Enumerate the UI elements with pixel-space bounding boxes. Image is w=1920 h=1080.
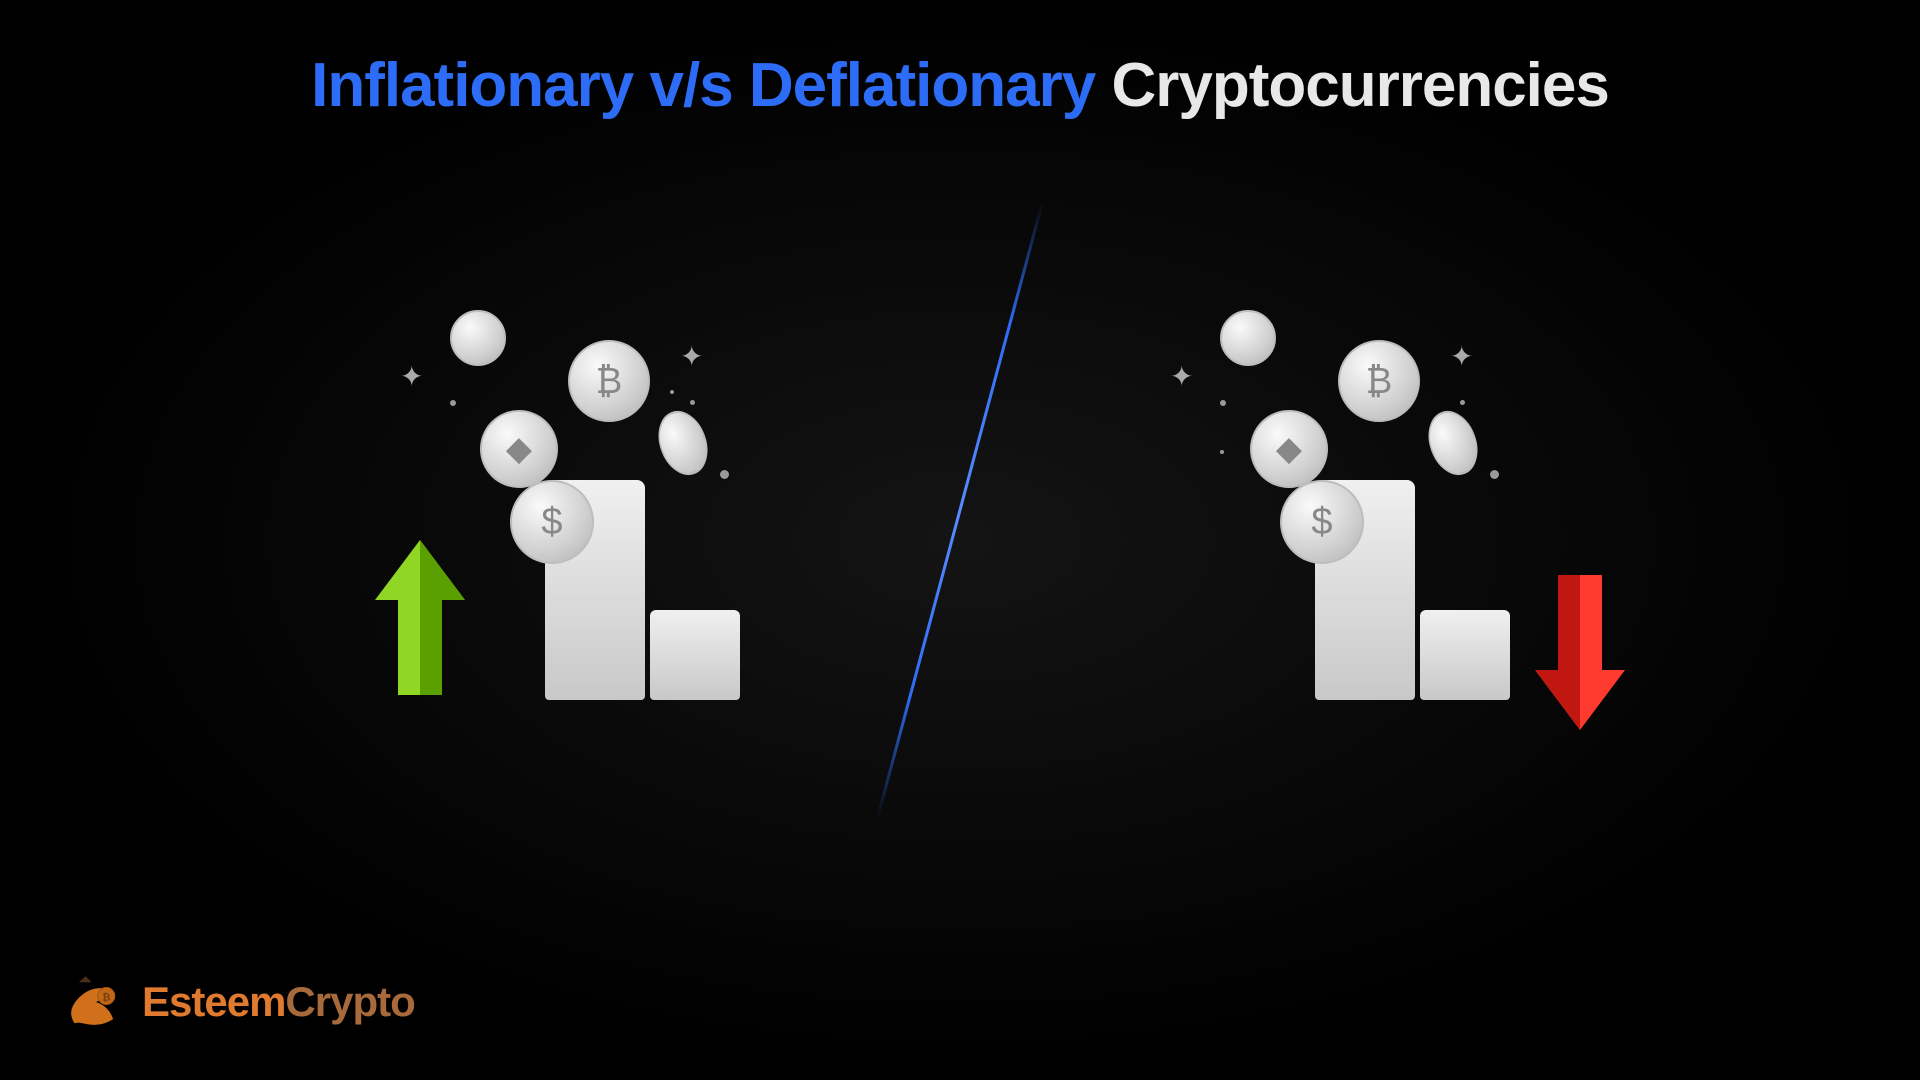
dot-icon [1220,450,1224,454]
coin-tilt-icon [1420,404,1486,482]
dot-icon [1490,470,1499,479]
dot-icon [1460,400,1465,405]
coin-tilt-icon [650,404,716,482]
dot-icon [720,470,729,479]
dot-icon [690,400,695,405]
coin-dollar-icon: $ [1280,480,1364,564]
coin-float-icon [1220,310,1276,366]
sparkle-icon: ✦ [1170,360,1193,393]
arrow-up-icon [370,540,470,710]
coin-bitcoin-icon: ₿ [568,340,650,422]
logo-text-part1: Esteem [142,978,285,1025]
divider-line [876,201,1045,820]
sparkle-icon: ✦ [1450,340,1473,373]
deflationary-panel: ₿ ◆ $ ✦ ✦ [1120,380,1600,720]
sparkle-icon: ✦ [400,360,423,393]
coin-eth-icon: ◆ [480,410,558,488]
logo-text-part2: Crypto [285,978,414,1025]
coin-eth-icon: ◆ [1250,410,1328,488]
coin-stack-short [650,610,740,700]
dot-icon [670,390,674,394]
coin-float-icon [450,310,506,366]
page-title: Inflationary v/s Deflationary Cryptocurr… [0,0,1920,121]
dot-icon [1220,400,1226,406]
arrow-down-icon [1530,560,1630,730]
logo-mark-icon: ₿ [60,972,132,1032]
title-rest: Cryptocurrencies [1095,51,1609,120]
svg-text:₿: ₿ [102,991,110,1003]
coin-dollar-icon: $ [510,480,594,564]
logo-text: EsteemCrypto [142,978,415,1026]
brand-logo: ₿ EsteemCrypto [60,972,415,1032]
coin-stack-short [1420,610,1510,700]
dot-icon [450,400,456,406]
coin-bitcoin-icon: ₿ [1338,340,1420,422]
sparkle-icon: ✦ [680,340,703,373]
title-highlight: Inflationary v/s Deflationary [311,51,1095,120]
inflationary-panel: ₿ ◆ $ ✦ ✦ [350,380,830,720]
